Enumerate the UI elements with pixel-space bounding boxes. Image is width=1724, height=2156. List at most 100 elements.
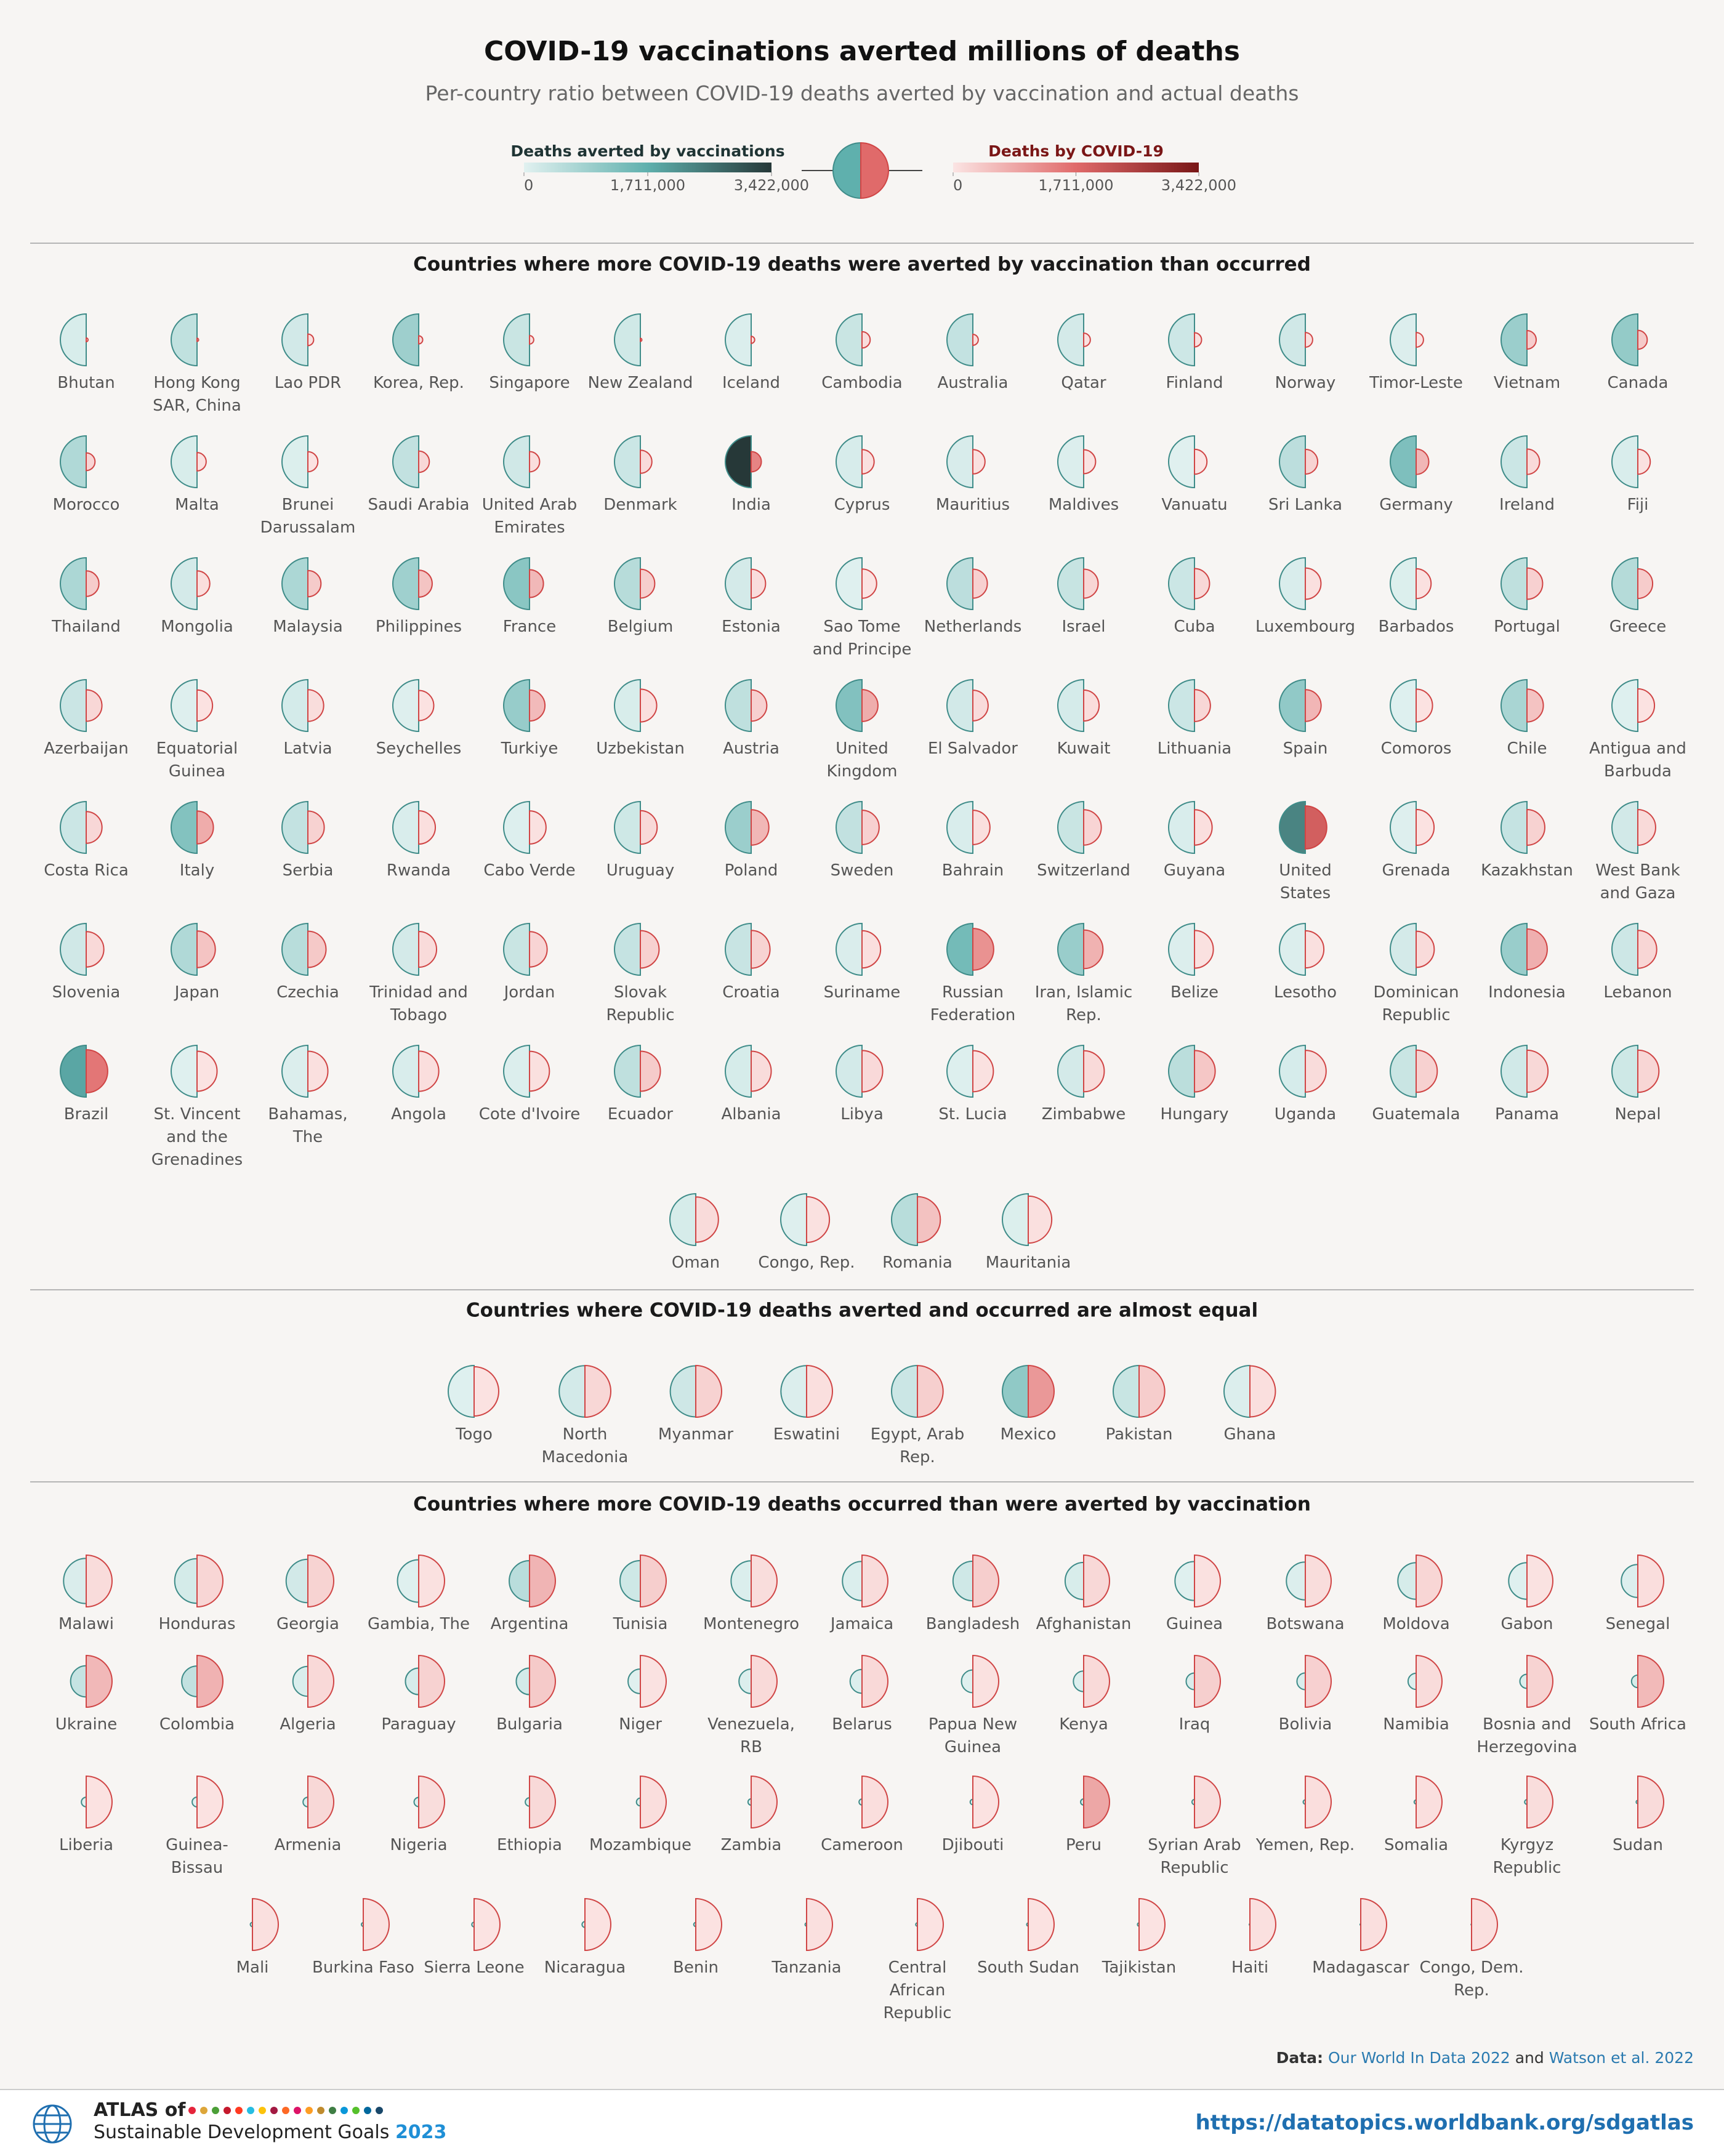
deaths-half — [307, 810, 325, 845]
country-label: Bangladesh — [925, 1615, 1020, 1633]
country-label: Turkiye — [501, 739, 558, 758]
averted-half — [1390, 1044, 1417, 1098]
deaths-half — [640, 1554, 667, 1608]
country-label: Bolivia — [1278, 1715, 1332, 1734]
deaths-half — [1416, 448, 1430, 475]
source-link[interactable]: Our World In Data 2022 — [1328, 2049, 1510, 2067]
deaths-half — [196, 1775, 224, 1829]
deaths-half — [529, 931, 548, 968]
footer-band — [0, 2090, 1724, 2156]
country-label: Spain — [1283, 739, 1328, 758]
averted-half — [81, 1796, 87, 1808]
country-label: Poland — [724, 861, 778, 880]
section-title: Countries where more COVID-19 deaths occ… — [413, 1494, 1311, 1516]
deaths-half — [1637, 930, 1658, 969]
source-link[interactable]: Watson et al. 2022 — [1549, 2049, 1694, 2067]
country-label: Niger — [619, 1715, 662, 1734]
deaths-half — [1637, 1654, 1664, 1708]
deaths-half — [972, 334, 979, 346]
country-label: Oman — [671, 1253, 720, 1272]
country-label: Paraguay — [381, 1715, 456, 1734]
country-label: Dominican Republic — [1373, 983, 1459, 1024]
deaths-half — [1416, 1554, 1443, 1608]
deaths-half — [917, 1196, 941, 1244]
averted-half — [1057, 313, 1084, 367]
averted-half — [836, 922, 863, 976]
deaths-half — [196, 452, 207, 472]
deaths-half — [307, 333, 315, 347]
deaths-half — [1526, 928, 1548, 970]
country-label: Angola — [391, 1105, 446, 1124]
country-label: Kyrgyz Republic — [1492, 1836, 1561, 1877]
legend-tick-label: 1,711,000 — [1038, 177, 1113, 194]
country-label: Lao PDR — [274, 374, 342, 392]
deaths-half — [695, 1196, 719, 1243]
averted-half — [836, 1044, 863, 1098]
averted-half — [1500, 678, 1528, 733]
country-label: Malta — [175, 496, 219, 514]
url-link[interactable]: https://datatopics.worldbank.org/sdgatla… — [1195, 2110, 1694, 2135]
deaths-half — [1416, 1775, 1443, 1829]
country-label: Myanmar — [658, 1425, 734, 1444]
deaths-half — [1083, 1775, 1110, 1829]
country-label: Georgia — [276, 1615, 339, 1633]
deaths-half — [1416, 688, 1433, 723]
deaths-half — [1194, 930, 1214, 969]
country-label: Switzerland — [1037, 861, 1130, 880]
averted-half — [730, 1560, 752, 1602]
deaths-half — [751, 1554, 778, 1608]
deaths-half — [1637, 688, 1656, 723]
averted-half — [60, 557, 87, 611]
deaths-half — [640, 810, 658, 845]
averted-half — [413, 1796, 419, 1808]
country-label: Zimbabwe — [1041, 1105, 1126, 1124]
averted-half — [1519, 1673, 1528, 1689]
country-label: Indonesia — [1488, 983, 1566, 1002]
averted-half — [891, 1364, 918, 1418]
country-label: Mali — [236, 1958, 269, 1977]
logo-line: ATLAS of — [94, 2099, 186, 2121]
country-label: Venezuela, RB — [707, 1715, 795, 1756]
deaths-half — [1637, 329, 1648, 350]
country-label: South Africa — [1589, 1715, 1686, 1734]
country-label: Canada — [1607, 374, 1669, 392]
deaths-half — [1083, 1050, 1105, 1093]
country-label: Portugal — [1494, 617, 1560, 636]
averted-half — [1390, 678, 1417, 733]
deaths-half — [529, 1775, 556, 1829]
deaths-half — [640, 1775, 667, 1829]
country-label: Afghanistan — [1036, 1615, 1132, 1633]
country-label: Gabon — [1500, 1615, 1553, 1633]
averted-half — [1508, 1562, 1528, 1600]
country-label: Central African Republic — [883, 1958, 952, 2022]
country-label: Ukraine — [55, 1715, 118, 1734]
country-label: St. Vincent and the Grenadines — [151, 1105, 243, 1169]
country-label: Seychelles — [376, 739, 462, 758]
country-label: Bahamas, The — [268, 1105, 348, 1146]
country-label: Yemen, Rep. — [1255, 1836, 1355, 1854]
country-label: Russian Federation — [930, 983, 1016, 1024]
deaths-half — [640, 1654, 667, 1708]
country-label: Ireland — [1499, 496, 1555, 514]
averted-half — [392, 1044, 419, 1098]
averted-half — [1168, 313, 1195, 367]
averted-half — [558, 1365, 586, 1418]
country-label: Peru — [1066, 1836, 1102, 1854]
legend-gradient — [524, 163, 771, 172]
deaths-half — [861, 1554, 888, 1608]
averted-half — [171, 1044, 198, 1098]
averted-half — [1168, 922, 1195, 976]
deaths-half — [972, 449, 986, 475]
averted-half — [1002, 1364, 1029, 1418]
country-label: Liberia — [58, 1836, 114, 1854]
country-label: Cambodia — [821, 374, 903, 392]
country-label: Namibia — [1383, 1715, 1449, 1734]
deaths-half — [1083, 929, 1104, 970]
deaths-half — [529, 451, 541, 473]
country-label: Denmark — [603, 496, 677, 514]
deaths-half — [1305, 1775, 1332, 1829]
averted-half — [836, 557, 863, 611]
country-label: Eswatini — [773, 1425, 840, 1444]
deaths-half — [640, 449, 653, 474]
country-label: Cabo Verde — [483, 861, 576, 880]
